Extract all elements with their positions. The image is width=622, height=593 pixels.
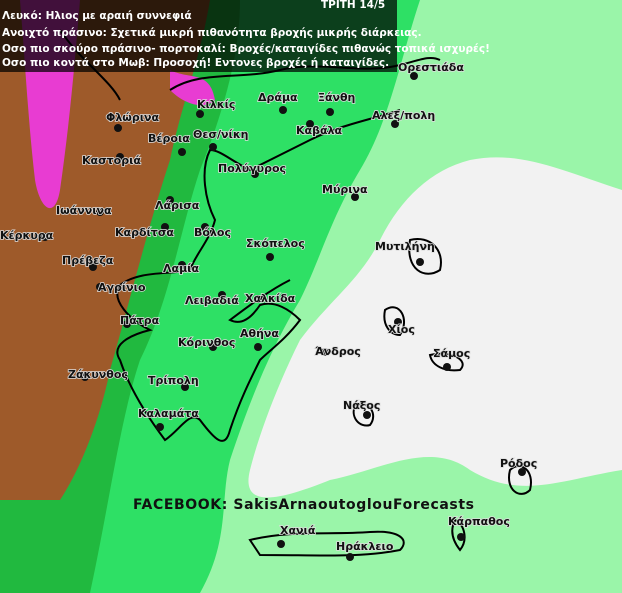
city-dot bbox=[394, 318, 402, 326]
city-label: Ρόδος bbox=[500, 457, 537, 470]
city-dot bbox=[416, 258, 424, 266]
city-label: Σκόπελος bbox=[246, 237, 305, 250]
city-label: Καλαμάτα bbox=[138, 407, 199, 420]
city-dot bbox=[443, 363, 451, 371]
city-label: Καρδίτσα bbox=[115, 226, 174, 239]
city-label: Χαλκίδα bbox=[245, 292, 296, 305]
city-dot bbox=[218, 291, 226, 299]
city-label: Σάμος bbox=[433, 347, 470, 360]
city-label: Πολύγυρος bbox=[218, 162, 286, 175]
city-dot bbox=[89, 263, 97, 271]
city-dot bbox=[116, 153, 124, 161]
city-dot bbox=[363, 411, 371, 419]
city-label: Αγρίνιο bbox=[98, 281, 146, 294]
city-label: Τρίπολη bbox=[148, 374, 199, 387]
city-label: Κόρινθος bbox=[178, 336, 235, 349]
city-label: Πάτρα bbox=[120, 314, 160, 327]
legend-line: Ανοιχτό πράσινο: Σχετικά μικρή πιθανότητ… bbox=[2, 27, 422, 39]
city-label: Άνδρος bbox=[315, 345, 361, 358]
legend-box bbox=[0, 0, 397, 72]
city-dot bbox=[410, 72, 418, 80]
city-dot bbox=[351, 193, 359, 201]
city-dot bbox=[457, 533, 465, 541]
city-dot bbox=[346, 553, 354, 561]
city-dot bbox=[209, 343, 217, 351]
coastline bbox=[116, 109, 401, 442]
city-label: Κιλκίς bbox=[197, 98, 235, 111]
city-dot bbox=[166, 196, 174, 204]
island bbox=[352, 238, 532, 552]
city-label: Καβάλα bbox=[296, 124, 342, 137]
city-label: Βόλος bbox=[194, 226, 231, 239]
city-dot bbox=[251, 170, 259, 178]
city-label: Ηράκλειο bbox=[336, 540, 394, 553]
city-label: Ζάκυνθος bbox=[68, 368, 128, 381]
city-label: Ιωάννινα bbox=[56, 204, 112, 217]
city-dot bbox=[123, 320, 131, 328]
city-dot bbox=[254, 295, 262, 303]
city-label: Μυτιλήνη bbox=[375, 240, 435, 253]
city-dot bbox=[209, 143, 217, 151]
city-dot bbox=[279, 106, 287, 114]
city-dot bbox=[178, 261, 186, 269]
city-dot bbox=[306, 120, 314, 128]
city-label: Κέρκυρα bbox=[0, 229, 54, 242]
date: ΤΡΙΤΗ 14/5 bbox=[321, 0, 385, 11]
city-dot bbox=[178, 148, 186, 156]
city-dot bbox=[161, 223, 169, 231]
city-dot bbox=[41, 233, 49, 241]
city-label: Μύρινα bbox=[322, 183, 368, 196]
city-dot bbox=[277, 540, 285, 548]
city-dot bbox=[321, 348, 329, 356]
city-label: Λειβαδιά bbox=[185, 294, 239, 307]
city-label: Ορεστιάδα bbox=[398, 61, 464, 74]
city-label: Αθήνα bbox=[240, 327, 279, 340]
city-label: Θεσ/νίκη bbox=[193, 128, 248, 141]
legend-line: Λευκό: Ηλιος με αραιή συννεφιά bbox=[2, 10, 192, 22]
city-label: Λάρισα bbox=[155, 199, 200, 212]
city-dot bbox=[81, 373, 89, 381]
city-label: Λαμία bbox=[163, 262, 199, 275]
city-label: Χανιά bbox=[280, 524, 316, 537]
city-label: Καστοριά bbox=[82, 154, 141, 167]
legend-line: Οσο πιο κοντά στο Μωβ: Προσοχή! Εντονες … bbox=[2, 57, 389, 69]
city-dot bbox=[326, 108, 334, 116]
city-label: Βέροια bbox=[148, 132, 190, 145]
city-dot bbox=[96, 208, 104, 216]
city-dot bbox=[156, 423, 164, 431]
city-dot bbox=[114, 124, 122, 132]
crete bbox=[248, 530, 405, 557]
city-label: Ξάνθη bbox=[318, 91, 355, 104]
city-label: Δράμα bbox=[258, 91, 298, 104]
city-layer: Ορεστιάδα Δράμα Ξάνθη Κιλκίς Φλώρινα Αλεξ/πολ… bbox=[0, 60, 538, 561]
city-label: Φλώρινα bbox=[106, 111, 160, 124]
city-label: Πρέβεζα bbox=[62, 254, 114, 267]
legend-line: Οσο πιο σκούρο πράσινο- πορτοκαλί: Βροχέ… bbox=[2, 43, 490, 55]
city-label: Χίος bbox=[388, 323, 415, 336]
city-dot bbox=[96, 283, 104, 291]
city-label: Κάρπαθος bbox=[448, 515, 510, 528]
city-dot bbox=[266, 253, 274, 261]
city-dot bbox=[391, 120, 399, 128]
facebook-credit: FACEBOOK: SakisArnaoutoglouForecasts bbox=[133, 497, 475, 513]
city-dot bbox=[254, 343, 262, 351]
city-dot bbox=[201, 223, 209, 231]
city-label: Νάξος bbox=[343, 399, 380, 412]
city-dot bbox=[518, 468, 526, 476]
city-dot bbox=[196, 110, 204, 118]
city-dot bbox=[181, 383, 189, 391]
city-label: Αλεξ/πολη bbox=[372, 109, 435, 122]
severe-zone bbox=[170, 70, 215, 106]
